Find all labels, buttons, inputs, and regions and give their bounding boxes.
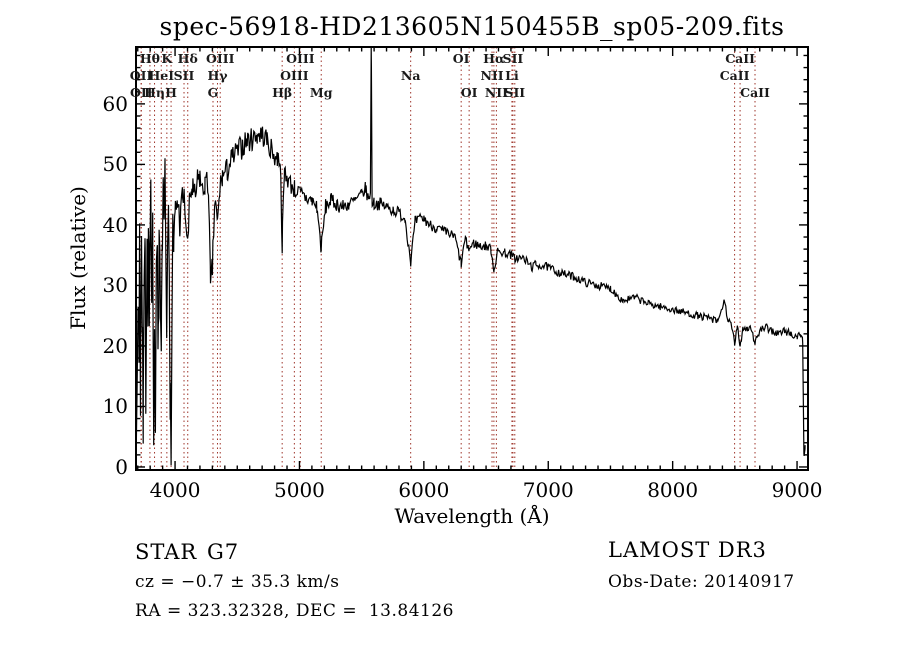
x-tick-label: 6000 <box>398 478 450 502</box>
spectral-line-label: SII <box>502 51 524 66</box>
plot-title: spec-56918-HD213605N150455B_sp05-209.fit… <box>159 12 785 41</box>
spectral-line-label: Hδ <box>177 51 198 66</box>
spectral-line-label: OIII <box>286 51 315 66</box>
spectral-line-label: CaII <box>719 68 750 83</box>
x-tick-label: 5000 <box>274 478 325 502</box>
spectral-line-label: Hα <box>483 51 505 66</box>
spectral-line-label: OI <box>460 85 478 100</box>
spectral-line-label: CaII <box>725 51 755 66</box>
spectral-line-label: K <box>161 51 173 66</box>
y-tick-label: 40 <box>102 212 128 237</box>
spectral-line-label: OI <box>452 51 470 66</box>
y-tick-label: 60 <box>102 91 128 116</box>
spectral-line-label: HeI <box>148 68 175 83</box>
spectral-line-label: Na <box>400 68 421 83</box>
x-tick-label: 7000 <box>522 478 574 502</box>
spectral-line-label: SII <box>504 85 526 100</box>
plot-box <box>135 46 809 471</box>
spectrum-trace <box>135 46 806 466</box>
y-tick-label: 0 <box>115 454 128 479</box>
spectral-line-label: Hθ <box>139 51 160 66</box>
axis-ticks <box>136 47 808 470</box>
y-tick-label: 30 <box>102 273 128 298</box>
x-tick-label: 9000 <box>771 478 823 502</box>
spectral-line-label: Mg <box>309 85 333 100</box>
cz-velocity-label: cz = −0.7 ± 35.3 km/s <box>135 572 340 592</box>
spectral-line-label: Hβ <box>272 85 293 100</box>
survey-release-label: LAMOST DR3 <box>608 538 767 562</box>
spectral-line-label: NII <box>484 85 508 100</box>
spectral-line-label: Hη <box>144 85 165 100</box>
spectral-line-label: SII <box>173 68 195 83</box>
y-tick-label: 20 <box>102 333 128 358</box>
x-tick-label: 8000 <box>647 478 699 502</box>
object-class-label: STAR <box>135 540 198 564</box>
spectral-line-label: Li <box>505 68 519 83</box>
y-tick-label: 50 <box>102 152 128 177</box>
spectral-line-label: CaII <box>740 85 770 100</box>
x-axis-label: Wavelength (Å) <box>394 504 550 528</box>
ra-dec-label: RA = 323.32328, DEC = 13.84126 <box>135 601 454 621</box>
spectral-line-label: NII <box>480 68 504 83</box>
spectral-line-label: OII <box>129 68 153 83</box>
y-tick-label: 10 <box>102 394 128 419</box>
spectral-line-label: OII <box>130 85 153 100</box>
spectral-line-label: G <box>207 85 219 100</box>
x-tick-label: 4000 <box>149 478 201 502</box>
spectral-line-label: OIII <box>280 68 309 83</box>
spectral-line-markers <box>140 47 756 470</box>
spectral-line-label: H <box>165 85 177 100</box>
spectral-line-label: Hγ <box>207 68 228 83</box>
subclass-label: G7 <box>207 540 240 564</box>
y-axis-label: Flux (relative) <box>66 186 90 330</box>
obs-date-label: Obs-Date: 20140917 <box>608 572 795 592</box>
spectral-line-label: OIII <box>205 51 235 66</box>
